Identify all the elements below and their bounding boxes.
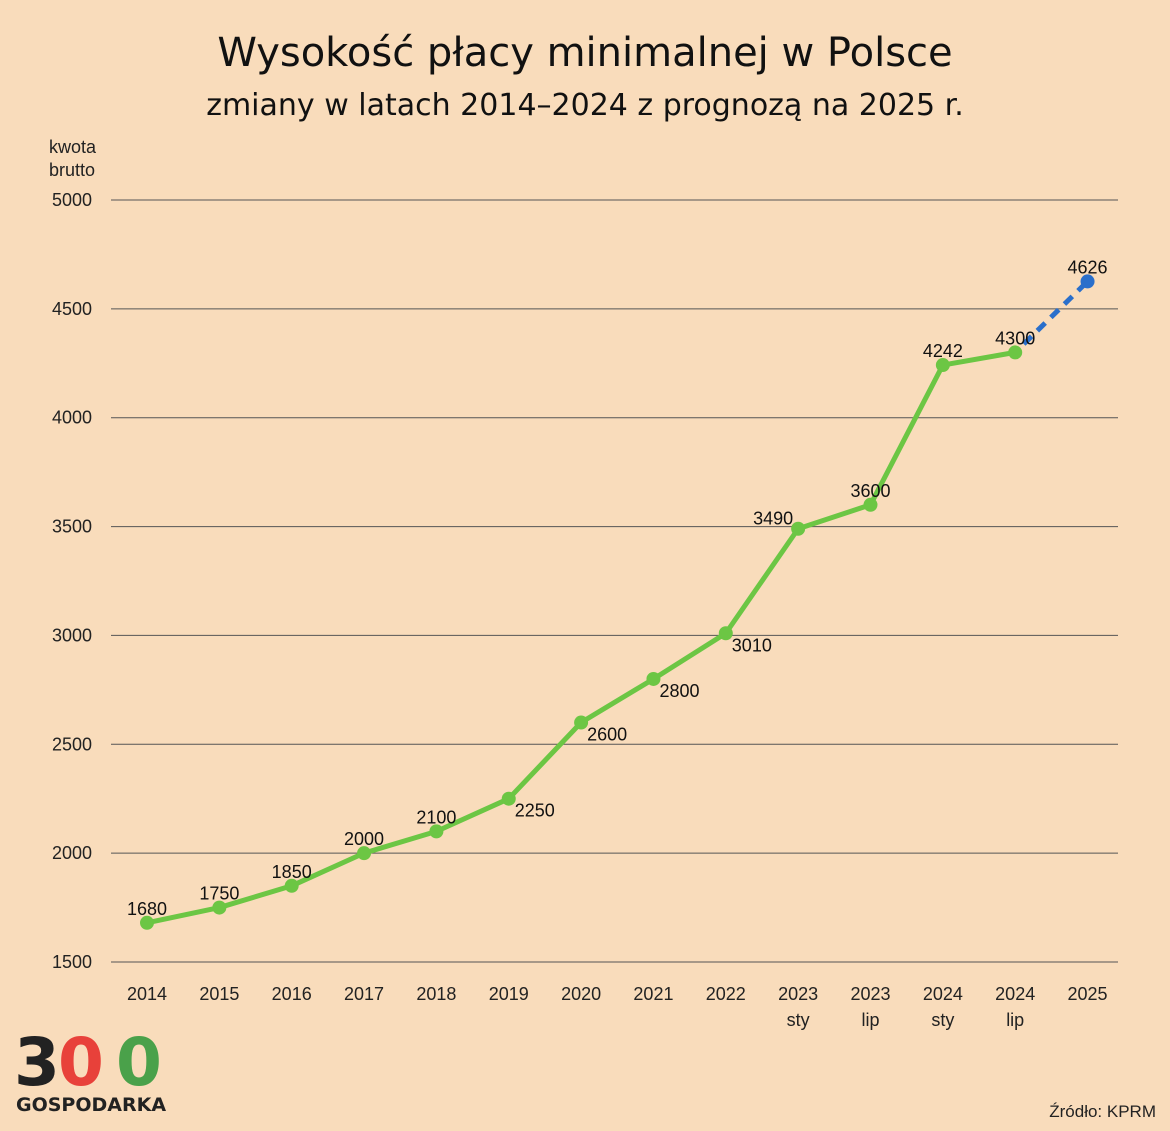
logo-digit-1: 3: [14, 1024, 60, 1101]
series-0-point-12: [1008, 345, 1023, 360]
data-label-0-12: 4300: [995, 328, 1035, 348]
chart-title: Wysokość płacy minimalnej w Polsce: [217, 30, 952, 76]
data-label-0-9: 3490: [753, 509, 793, 529]
x-tick-label-6: 2020: [561, 984, 601, 1004]
data-labels: 1680 1750 1850 2000 2100 2250 2600 2800 3010 3490…: [127, 257, 1108, 918]
series-0-line: [146, 349, 1016, 926]
data-label-0-8: 3010: [732, 635, 772, 655]
x-tick-label-13-line-0: 2025: [1068, 984, 1108, 1004]
x-tick-label-11: 2024 sty: [923, 984, 963, 1030]
x-tick-label-2: 2016: [272, 984, 312, 1004]
data-label-0-4: 2100: [416, 807, 456, 827]
x-tick-label-12: 2024 lip: [995, 984, 1035, 1030]
series-0-point-6: [574, 715, 589, 730]
y-axis-label-line-2: brutto: [49, 160, 95, 180]
series-0-point-2: [284, 878, 299, 893]
series-0-point-11: [935, 358, 950, 373]
series-0-point-8: [718, 626, 733, 641]
grid: [111, 199, 1118, 963]
x-tick-label-10: 2023 lip: [850, 984, 890, 1030]
x-tick-label-4: 2018: [416, 984, 456, 1004]
x-tick-label-9: 2023 sty: [778, 984, 818, 1030]
series-0-point-1: [212, 900, 227, 915]
x-tick-label-4-line-0: 2018: [416, 984, 456, 1004]
y-tick-label-3000: 3000: [52, 625, 92, 645]
series-0-point-3: [357, 846, 372, 861]
series-1-line: [1022, 279, 1090, 346]
y-tick-label-2500: 2500: [52, 734, 92, 754]
x-tick-label-10-line-0: 2023: [850, 984, 890, 1004]
series-0-point-10: [863, 497, 878, 512]
logo: 3 0 0 GOSPODARKA: [14, 1024, 166, 1116]
x-tick-label-1: 2015: [199, 984, 239, 1004]
chart-subtitle: zmiany w latach 2014–2024 z prognozą na …: [206, 88, 964, 123]
x-tick-label-8: 2022: [706, 984, 746, 1004]
x-tick-label-11-line-1: sty: [931, 1010, 954, 1030]
data-label-0-1: 1750: [199, 884, 239, 904]
series-0-point-0: [140, 915, 154, 930]
x-tick-label-5-line-0: 2019: [489, 984, 529, 1004]
x-tick-label-9-line-1: sty: [787, 1010, 810, 1030]
x-tick-label-9-line-0: 2023: [778, 984, 818, 1004]
data-label-0-3: 2000: [344, 829, 384, 849]
data-label-0-7: 2800: [659, 681, 699, 701]
x-tick-label-3-line-0: 2017: [344, 984, 384, 1004]
series: [140, 274, 1095, 930]
series-0-point-5: [501, 791, 516, 806]
x-tick-label-8-line-0: 2022: [706, 984, 746, 1004]
data-label-0-0: 1680: [127, 899, 167, 919]
y-tick-label-4000: 4000: [52, 408, 92, 428]
x-tick-label-10-line-1: lip: [861, 1010, 879, 1030]
data-label-0-10: 3600: [850, 481, 890, 501]
source-note: Źródło: KPRM: [1049, 1102, 1156, 1121]
logo-text: GOSPODARKA: [16, 1094, 166, 1116]
y-axis-ticks: 1500 2000 2500 3000 3500 4000 4500 5000: [52, 190, 92, 972]
series-1-point-13: [1080, 274, 1095, 289]
x-tick-label-0-line-0: 2014: [127, 984, 167, 1004]
x-tick-label-7: 2021: [633, 984, 673, 1004]
x-tick-label-12-line-0: 2024: [995, 984, 1035, 1004]
y-tick-label-4500: 4500: [52, 299, 92, 319]
data-label-0-5: 2250: [515, 801, 555, 821]
y-tick-label-3500: 3500: [52, 517, 92, 537]
x-tick-label-2-line-0: 2016: [272, 984, 312, 1004]
x-tick-label-7-line-0: 2021: [633, 984, 673, 1004]
x-tick-label-6-line-0: 2020: [561, 984, 601, 1004]
x-tick-label-13: 2025: [1068, 984, 1108, 1004]
x-tick-label-11-line-0: 2024: [923, 984, 963, 1004]
logo-digit-2: 0: [58, 1024, 104, 1101]
x-axis-ticks: 2014 2015 2016 2017 2018 2019 2020 2021 2022 2023…: [127, 984, 1108, 1030]
y-tick-label-1500: 1500: [52, 952, 92, 972]
x-tick-label-1-line-0: 2015: [199, 984, 239, 1004]
data-label-1-13: 4626: [1068, 257, 1108, 277]
y-axis-label-line-1: kwota: [49, 137, 97, 157]
logo-digit-3: 0: [116, 1024, 162, 1101]
data-label-0-2: 1850: [272, 862, 312, 882]
y-tick-label-2000: 2000: [52, 843, 92, 863]
data-label-0-11: 4242: [923, 341, 963, 361]
x-tick-label-5: 2019: [489, 984, 529, 1004]
x-tick-label-12-line-1: lip: [1006, 1010, 1024, 1030]
y-tick-label-5000: 5000: [52, 190, 92, 210]
series-0-point-7: [646, 671, 661, 686]
series-0-point-9: [791, 521, 806, 536]
x-tick-label-3: 2017: [344, 984, 384, 1004]
x-tick-label-0: 2014: [127, 984, 167, 1004]
y-axis-label: kwota brutto: [49, 137, 101, 180]
series-0-point-4: [429, 824, 444, 839]
data-label-0-6: 2600: [587, 725, 627, 745]
